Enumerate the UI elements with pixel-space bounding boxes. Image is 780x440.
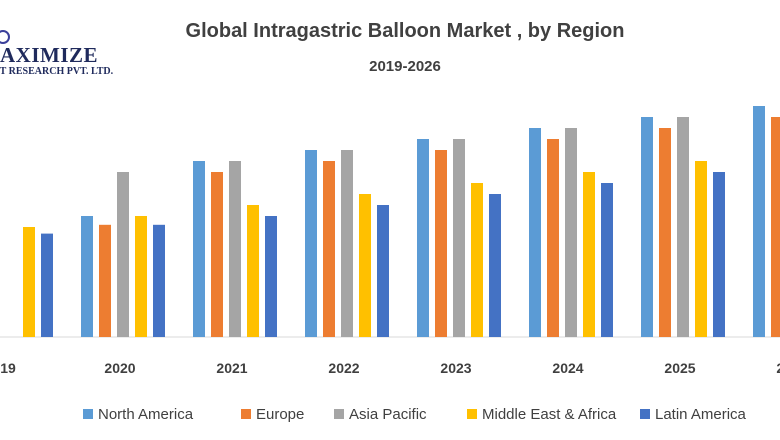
bar-middle-east-and-africa-2020 <box>135 216 147 337</box>
bar-asia-pacific-2025 <box>677 117 689 337</box>
x-tick-label-2023: 2023 <box>440 360 471 376</box>
x-tick-label-2020: 2020 <box>104 360 135 376</box>
bar-europe-2024 <box>547 139 559 337</box>
bar-latin-america-2025 <box>713 172 725 337</box>
chart-title: Global Intragastric Balloon Market , by … <box>186 20 625 42</box>
x-tick-label-2021: 2021 <box>216 360 247 376</box>
legend: North America Europe Asia Pacific Middle Ea… <box>83 406 747 423</box>
brand-logo: AXIMIZE RKET RESEARCH PVT. LTD. <box>0 30 160 78</box>
bar-europe-2026 <box>771 117 780 337</box>
bar-europe-2023 <box>435 150 447 337</box>
bar-north-america-2020 <box>81 216 93 337</box>
bar-asia-pacific-2022 <box>341 150 353 337</box>
bar-latin-america-2020 <box>153 224 165 337</box>
bar-middle-east-and-africa-2019 <box>23 227 35 337</box>
bar-latin-america-2021 <box>265 216 277 337</box>
bar-europe-2020 <box>99 224 111 337</box>
legend-swatch-asia-pacific <box>334 409 344 419</box>
bar-north-america-2021 <box>193 161 205 337</box>
brand-tagline: RKET RESEARCH PVT. LTD. <box>0 66 114 77</box>
bar-middle-east-and-africa-2025 <box>695 161 707 337</box>
legend-swatch-latin-america <box>640 409 650 419</box>
bar-asia-pacific-2020 <box>117 172 129 337</box>
legend-swatch-middle-east-and-africa <box>467 409 477 419</box>
x-tick-label-2024: 2024 <box>552 360 583 376</box>
legend-label-asia-pacific: Asia Pacific <box>349 406 427 423</box>
bar-north-america-2022 <box>305 150 317 337</box>
bars-group <box>23 106 780 337</box>
bar-europe-2021 <box>211 172 223 337</box>
bar-north-america-2026 <box>753 106 765 337</box>
bar-north-america-2025 <box>641 117 653 337</box>
x-tick-label-2019: 19 <box>0 360 16 376</box>
x-tick-label-2026: 2026 <box>776 360 780 376</box>
legend-swatch-europe <box>241 409 251 419</box>
bar-north-america-2024 <box>529 128 541 337</box>
bar-asia-pacific-2024 <box>565 128 577 337</box>
bar-middle-east-and-africa-2023 <box>471 183 483 337</box>
chart-subtitle: 2019-2026 <box>369 58 441 75</box>
bar-middle-east-and-africa-2021 <box>247 205 259 337</box>
legend-label-north-america: North America <box>98 406 194 423</box>
bar-asia-pacific-2021 <box>229 161 241 337</box>
bar-latin-america-2023 <box>489 194 501 337</box>
bar-middle-east-and-africa-2022 <box>359 194 371 337</box>
x-tick-label-2025: 2025 <box>664 360 695 376</box>
bar-latin-america-2022 <box>377 205 389 337</box>
legend-label-middle-east-and-africa: Middle East & Africa <box>482 406 617 423</box>
x-tick-label-2022: 2022 <box>328 360 359 376</box>
logo-mark-icon <box>0 30 10 44</box>
legend-label-latin-america: Latin America <box>655 406 747 423</box>
bar-asia-pacific-2023 <box>453 139 465 337</box>
bar-europe-2022 <box>323 161 335 337</box>
bar-latin-america-2019 <box>41 233 53 337</box>
brand-name: AXIMIZE <box>0 43 99 67</box>
bar-north-america-2023 <box>417 139 429 337</box>
bar-middle-east-and-africa-2024 <box>583 172 595 337</box>
bar-europe-2025 <box>659 128 671 337</box>
legend-label-europe: Europe <box>256 406 304 423</box>
legend-swatch-north-america <box>83 409 93 419</box>
bar-latin-america-2024 <box>601 183 613 337</box>
x-tick-labels: 19 2020 2021 2022 2023 2024 2025 2026 <box>0 360 780 376</box>
